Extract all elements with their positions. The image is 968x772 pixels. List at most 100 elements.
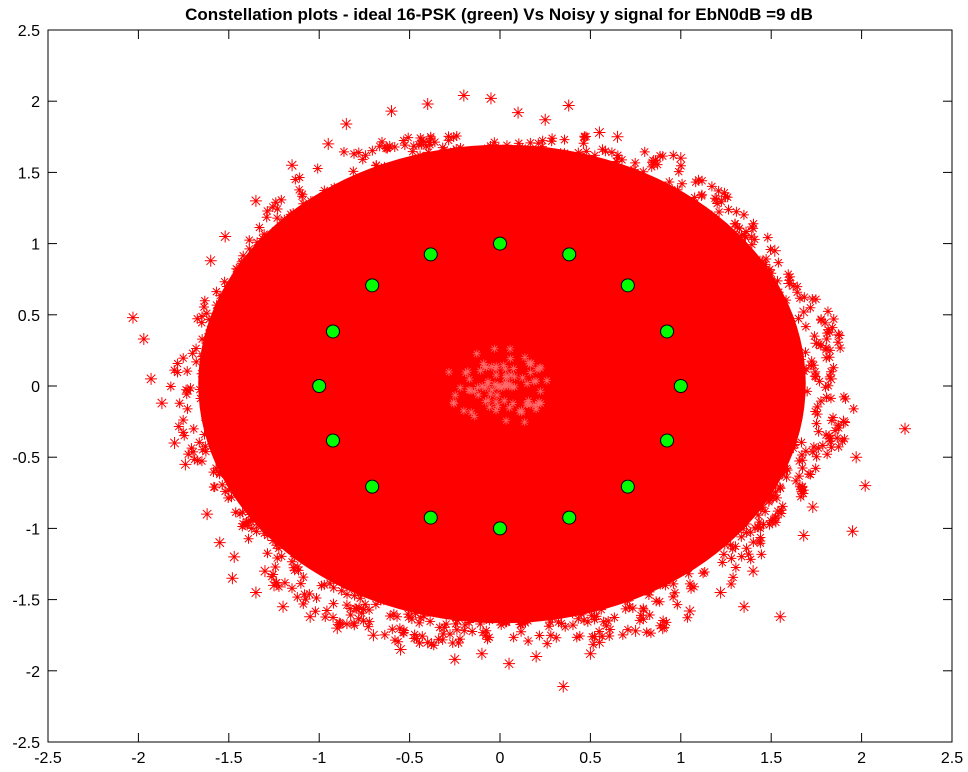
- noise-edge-point: [204, 328, 215, 339]
- noise-edge-point: [587, 631, 598, 642]
- axes: -2.5 -2 -1.5 -1 -0.5 0 0.5 1 1.5 2 2.5 2.5 2 1.5 1 0.5 0…: [12, 23, 963, 767]
- noise-edge-point: [328, 612, 339, 623]
- noise-edge-point: [682, 612, 693, 623]
- noisy-point: [145, 372, 158, 385]
- noise-edge-point: [201, 415, 212, 426]
- noise-edge-point: [453, 612, 464, 623]
- noisy-point: [421, 98, 434, 111]
- noise-edge-point: [748, 537, 759, 548]
- noise-edge-point: [820, 382, 831, 393]
- noise-edge-point: [262, 548, 273, 559]
- noise-edge-point: [634, 615, 645, 626]
- noise-edge-point: [650, 155, 661, 166]
- noise-edge-point: [406, 614, 417, 625]
- noise-edge-point: [740, 232, 751, 243]
- noise-edge-point: [673, 205, 684, 216]
- noise-edge-point: [360, 599, 371, 610]
- noise-edge-point: [546, 136, 557, 147]
- noise-edge-point: [269, 230, 280, 241]
- noise-edge-point: [772, 275, 783, 286]
- noisy-point: [512, 106, 525, 119]
- noise-edge-point: [279, 214, 290, 225]
- noise-edge-point: [743, 549, 754, 560]
- noise-edge-point: [644, 586, 655, 597]
- noise-edge-point: [415, 612, 426, 623]
- noise-core-point: [487, 362, 496, 371]
- noise-edge-point: [525, 137, 536, 148]
- noise-edge-point: [609, 612, 620, 623]
- noise-edge-point: [491, 157, 502, 168]
- noise-edge-point: [221, 435, 232, 446]
- noise-edge-point: [755, 523, 766, 534]
- noise-edge-point: [407, 146, 418, 157]
- noise-edge-point: [581, 146, 592, 157]
- noise-edge-point: [216, 301, 227, 312]
- noisy-point: [249, 194, 262, 207]
- noise-edge-point: [672, 599, 683, 610]
- noise-edge-point: [272, 203, 283, 214]
- noise-edge-point: [789, 439, 800, 450]
- noise-core-point: [444, 367, 453, 376]
- noise-edge-point: [276, 194, 287, 205]
- noise-edge-point: [635, 180, 646, 191]
- noise-edge-point: [645, 628, 656, 639]
- noise-edge-point: [553, 617, 564, 628]
- noise-core-point: [503, 381, 512, 390]
- ideal-symbol-point: [620, 278, 635, 293]
- noise-edge-point: [300, 594, 311, 605]
- noise-edge-point: [578, 615, 589, 626]
- noise-edge-point: [800, 347, 811, 358]
- noise-edge-point: [178, 414, 189, 425]
- noise-core-point: [482, 363, 491, 372]
- noise-edge-point: [394, 623, 405, 634]
- noise-edge-point: [689, 192, 700, 203]
- noise-edge-point: [421, 141, 432, 152]
- noise-edge-point: [753, 510, 764, 521]
- noise-edge-point: [242, 520, 253, 531]
- noise-edge-point: [822, 449, 833, 460]
- noise-edge-point: [814, 376, 825, 387]
- noise-edge-point: [267, 201, 278, 212]
- noise-edge-point: [285, 225, 296, 236]
- noise-edge-point: [825, 436, 836, 447]
- noise-core-point: [484, 396, 493, 405]
- noise-core-point: [493, 402, 502, 411]
- noise-edge-point: [189, 454, 200, 465]
- noise-edge-point: [822, 328, 833, 339]
- noise-edge-point: [559, 148, 570, 159]
- noise-edge-point: [815, 396, 826, 407]
- noise-edge-point: [417, 157, 428, 168]
- noise-edge-point: [825, 393, 836, 404]
- noise-edge-point: [833, 420, 844, 431]
- noise-edge-point: [730, 562, 741, 573]
- noise-edge-point: [460, 619, 471, 630]
- noise-edge-point: [769, 290, 780, 301]
- noise-edge-point: [575, 607, 586, 618]
- noise-edge-point: [736, 519, 747, 530]
- noise-edge-point: [745, 527, 756, 538]
- noise-edge-point: [710, 193, 721, 204]
- noise-edge-point: [196, 368, 207, 379]
- noise-edge-point: [223, 333, 234, 344]
- noise-core-point: [470, 387, 479, 396]
- noise-edge-point: [202, 334, 213, 345]
- noise-edge-point: [455, 142, 466, 153]
- noise-edge-point: [353, 147, 364, 158]
- noise-edge-point: [305, 550, 316, 561]
- noise-edge-point: [244, 289, 255, 300]
- noise-edge-point: [509, 154, 520, 165]
- noisy-point: [747, 565, 760, 578]
- noise-edge-point: [392, 611, 403, 622]
- noise-edge-point: [382, 167, 393, 178]
- noisy-point: [277, 600, 290, 613]
- noise-edge-point: [797, 455, 808, 466]
- noise-edge-point: [629, 171, 640, 182]
- noise-edge-point: [612, 172, 623, 183]
- noise-edge-point: [617, 629, 628, 640]
- chart-title: Constellation plots - ideal 16-PSK (gree…: [185, 5, 813, 24]
- noise-edge-point: [248, 515, 259, 526]
- noise-edge-point: [792, 287, 803, 298]
- ideal-symbol-point: [365, 479, 380, 494]
- noise-edge-point: [794, 471, 805, 482]
- noise-edge-point: [294, 172, 305, 183]
